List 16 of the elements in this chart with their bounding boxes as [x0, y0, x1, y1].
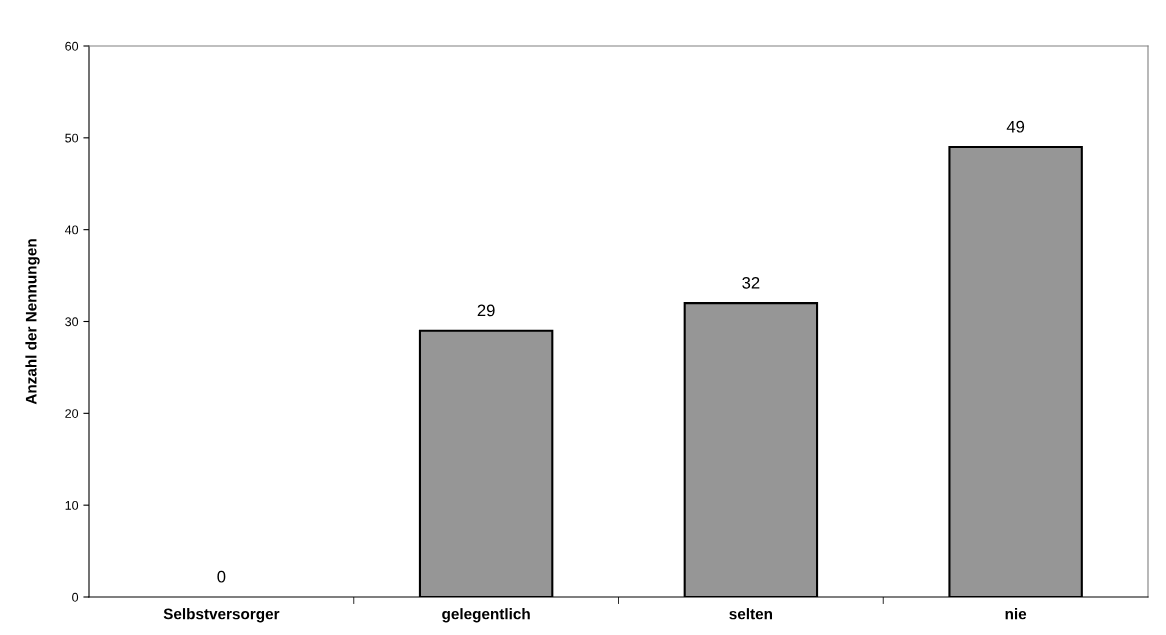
- data-label: 29: [477, 304, 495, 317]
- data-label: 0: [217, 570, 226, 583]
- x-tick-label: selten: [729, 608, 773, 620]
- y-tick-label: 20: [65, 409, 79, 418]
- y-tick-label: 40: [64, 225, 79, 235]
- y-tick-label: 50: [65, 133, 79, 143]
- y-tick-label: 10: [65, 500, 79, 510]
- y-tick-label: 60: [65, 41, 79, 51]
- data-label: 32: [742, 276, 760, 289]
- x-tick-label: nie: [1005, 608, 1027, 620]
- x-tick-label: gelegentlich: [442, 608, 530, 623]
- y-tick-label: 30: [65, 317, 79, 327]
- data-label: 49: [1006, 120, 1025, 133]
- y-tick-label: 0: [72, 592, 79, 602]
- x-tick-label: Selbstversorger: [163, 608, 280, 623]
- y-axis-title: Anzahl der Nennungen: [25, 239, 40, 405]
